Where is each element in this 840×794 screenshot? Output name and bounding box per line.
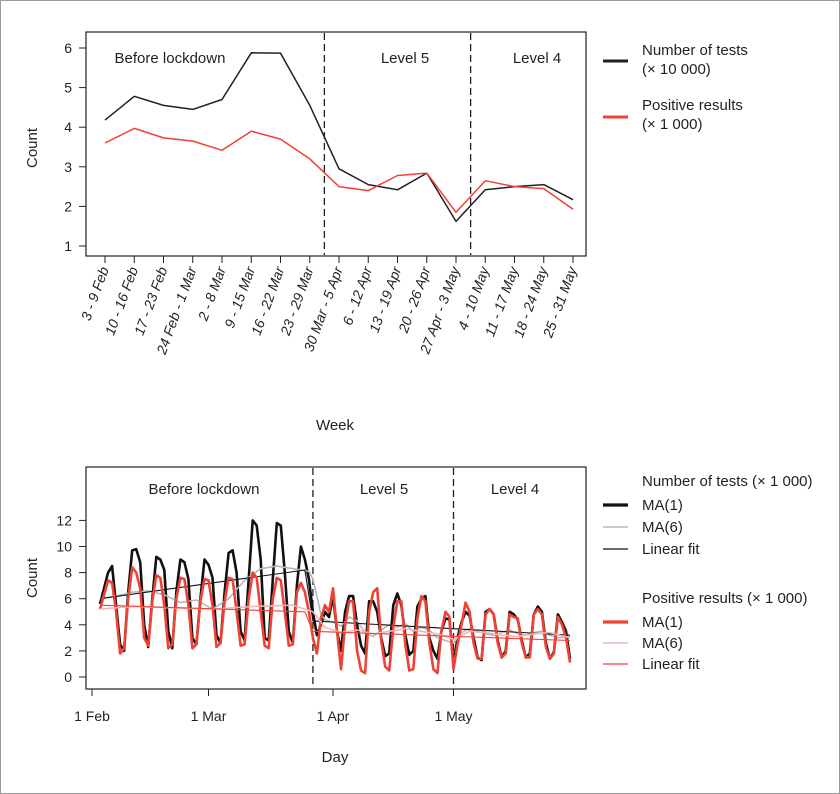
daily-y-axis: 0 2 4 6 8 10 12 (56, 512, 86, 685)
daily-phase-label-level-4: Level 4 (491, 481, 539, 498)
daily-plot-frame (85, 466, 587, 690)
weekly-legend-label-tests: Number of tests (642, 42, 748, 59)
daily-legend-label-positive-ma1: MA(1) (642, 614, 683, 631)
weekly-phase-dividers (323, 33, 472, 255)
daily-legend-label-tests-ma6: MA(6) (642, 519, 683, 536)
daily-legend-label-tests-ma1: MA(1) (642, 497, 683, 514)
daily-x-tick-label: 1 Apr (317, 708, 350, 724)
daily-x-tick-label: 1 Mar (191, 708, 227, 724)
weekly-phase-label-before-lockdown: Before lockdown (115, 50, 226, 67)
weekly-y-tick-label: 4 (64, 119, 72, 135)
weekly-x-tick-label: 3 - 9 Feb (78, 264, 112, 322)
daily-y-tick-label: 2 (64, 643, 72, 659)
daily-y-tick-label: 6 (64, 591, 72, 607)
daily-y-tick-label: 4 (64, 617, 72, 633)
daily-x-tick-label: 1 May (434, 708, 472, 724)
daily-y-tick-label: 10 (56, 539, 72, 555)
daily-legend-label-positive-fit: Linear fit (642, 656, 700, 673)
weekly-plot-frame (85, 31, 587, 257)
weekly-legend-unit-positive: (× 1 000) (642, 116, 702, 133)
daily-phase-label-level-5: Level 5 (360, 481, 408, 498)
daily-y-tick-label: 8 (64, 565, 72, 581)
daily-phase-label-before-lockdown: Before lockdown (149, 481, 260, 498)
weekly-series (104, 52, 574, 223)
daily-chart: Count 0 2 4 6 8 10 12 1 Feb 1 Mar 1 Apr 1 May Bef… (24, 466, 813, 766)
daily-x-axis: 1 Feb 1 Mar 1 Apr 1 May (74, 689, 473, 724)
daily-y-axis-label: Count (24, 557, 41, 598)
weekly-legend-label-positive: Positive results (642, 97, 743, 114)
weekly-y-tick-label: 1 (64, 238, 72, 254)
daily-series (98, 519, 572, 675)
daily-series-number-of-tests-ma-1 (98, 519, 572, 666)
daily-y-tick-label: 12 (56, 512, 72, 528)
weekly-phase-label-level-5: Level 5 (381, 50, 429, 67)
weekly-phase-label-level-4: Level 4 (513, 50, 561, 67)
daily-series-positive-results-ma-1 (98, 566, 572, 675)
daily-legend-group-tests-title: Number of tests (× 1 000) (642, 473, 813, 490)
daily-x-axis-label: Day (322, 749, 349, 766)
weekly-y-tick-label: 6 (64, 40, 72, 56)
daily-legend-label-tests-fit: Linear fit (642, 541, 700, 558)
weekly-y-axis: 1 2 3 4 5 6 (64, 40, 86, 254)
daily-legend-label-positive-ma6: MA(6) (642, 635, 683, 652)
daily-series-positive-results-linear-fit (99, 604, 571, 642)
daily-y-tick-label: 0 (64, 669, 72, 685)
weekly-x-axis-label: Week (316, 417, 355, 434)
weekly-legend: Number of tests (× 10 000) Positive resu… (603, 42, 748, 133)
weekly-series-positive-results (104, 127, 574, 214)
weekly-y-tick-label: 3 (64, 159, 72, 175)
weekly-y-tick-label: 2 (64, 198, 72, 214)
daily-legend: Number of tests (× 1 000) MA(1) MA(6) Li… (603, 473, 813, 673)
weekly-legend-unit-tests: (× 10 000) (642, 61, 711, 78)
daily-series-positive-results-ma-6 (99, 604, 571, 641)
weekly-y-tick-label: 5 (64, 80, 72, 96)
daily-x-tick-label: 1 Feb (74, 708, 110, 724)
weekly-y-axis-label: Count (24, 127, 41, 168)
daily-legend-group-positive-title: Positive results (× 1 000) (642, 590, 808, 607)
weekly-series-number-of-tests (104, 52, 574, 223)
